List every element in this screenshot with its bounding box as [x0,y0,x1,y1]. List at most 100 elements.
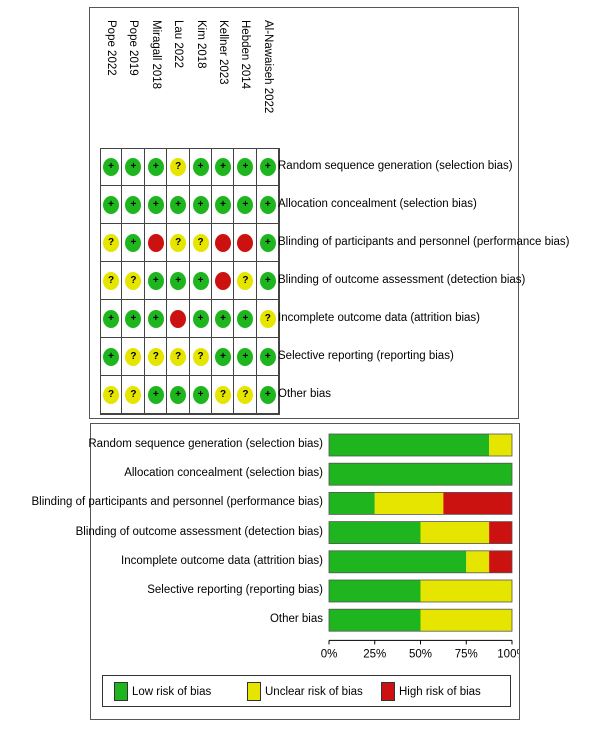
judgement-low-icon: + [125,158,142,176]
risk-of-bias-graph-panel: Random sequence generation (selection bi… [32,423,520,720]
grid-cell: + [256,262,280,300]
grid-cell: ? [167,338,190,376]
grid-cell: + [167,376,190,414]
judgement-high-icon [215,234,231,252]
study-header: Hebden 2014 [239,20,252,90]
grid-cell: + [144,186,168,224]
bar-segment-low [329,609,421,632]
legend-label-unclear: Unclear risk of bias [265,685,363,698]
bar-category-label: Incomplete outcome data (attrition bias) [121,554,323,567]
bar-segment-low [329,550,467,573]
judgement-unclear-icon: ? [170,348,187,366]
grid-cell: ? [234,376,257,414]
grid-cell [167,300,190,338]
grid-cell: + [212,300,235,338]
judgement-low-icon: + [237,158,254,176]
bar-category-label: Blinding of outcome assessment (detectio… [75,525,323,538]
judgement-unclear-icon: ? [103,386,119,404]
judgement-low-icon: + [192,310,209,328]
judgement-unclear-icon: ? [125,386,142,404]
judgement-low-icon: + [170,386,187,404]
x-tick-label: 100% [497,648,519,660]
grid-cell: ? [256,300,280,338]
judgement-low-icon: + [192,158,209,176]
judgement-unclear-icon: ? [237,272,254,290]
judgement-low-icon: + [125,196,142,214]
grid-cell: ? [144,338,168,376]
judgement-low-icon: + [147,196,164,214]
grid-cell: + [256,224,280,262]
grid-cell: + [144,300,168,338]
judgement-unclear-icon: ? [170,158,187,176]
grid-cell: ? [100,262,123,300]
judgement-unclear-icon: ? [259,310,276,328]
judgement-unclear-icon: ? [103,272,119,290]
grid-cell: + [256,376,280,414]
judgement-low-icon: + [237,196,254,214]
study-header: Kim 2018 [194,20,207,69]
grid-cell: ? [234,262,257,300]
judgement-low-icon: + [237,310,254,328]
bar-outline [328,521,513,544]
judgement-unclear-icon: ? [170,234,187,252]
grid-cell: + [189,300,212,338]
legend-swatch-high [381,682,395,701]
judgement-low-icon: + [215,310,231,328]
judgement-low-icon: + [170,196,187,214]
bar-segment-unclear [489,434,512,456]
grid-cell: + [212,148,235,186]
grid-cell: + [189,262,212,300]
grid-cell: + [144,262,168,300]
domain-label: Selective reporting (reporting bias) [278,350,454,362]
grid-cell [144,224,168,262]
grid-cell: ? [167,224,190,262]
judgement-low-icon: + [237,348,254,366]
grid-cell: + [144,376,168,414]
judgement-low-icon: + [103,158,119,176]
judgement-unclear-icon: ? [192,234,209,252]
judgement-low-icon: + [215,158,231,176]
bar-segment-low [329,492,375,515]
judgement-low-icon: + [147,310,164,328]
bar-category-label: Blinding of participants and personnel (… [31,496,324,509]
x-tick-label: 75% [455,648,478,660]
bar-category-label: Selective reporting (reporting bias) [147,584,323,596]
bar-outline [328,462,513,486]
bar-category-label: Other bias [269,613,323,626]
domain-label: Other bias [278,388,332,400]
grid-cell: + [100,300,123,338]
bar-segment-unclear [466,550,490,573]
judgement-unclear-icon: ? [125,348,142,366]
judgement-low-icon: + [103,310,119,328]
domain-label: Blinding of participants and personnel (… [278,236,570,248]
judgement-unclear-icon: ? [192,348,209,366]
study-header: Miragall 2018 [149,20,162,90]
grid-cell: + [256,186,280,224]
judgement-high-icon [147,234,164,252]
grid-cell: + [100,148,123,186]
grid-cell: + [256,338,280,376]
grid-cell: ? [122,338,145,376]
study-header: Kellner 2023 [217,20,229,85]
x-tick-label: 25% [363,648,386,660]
judgement-high-icon [237,234,254,252]
grid-cell [212,262,235,300]
judgement-low-icon: + [125,234,142,252]
judgement-low-icon: + [192,196,209,214]
grid-cell: ? [100,224,123,262]
judgement-low-icon: + [103,348,119,366]
grid-cell: ? [189,224,212,262]
bar-segment-low [329,580,421,602]
grid-cell: + [144,148,168,186]
x-tick-label: 50% [409,648,432,660]
grid-cell: + [122,148,145,186]
legend-item-low: Low risk of bias [114,682,211,701]
study-header: Pope 2019 [127,20,140,76]
grid-cell: ? [100,376,123,414]
judgement-low-icon: + [192,272,209,290]
grid-cell: + [234,300,257,338]
legend-item-high: High risk of bias [381,682,481,701]
judgement-low-icon: + [125,310,142,328]
legend-label-high: High risk of bias [399,685,481,698]
bar-outline [328,550,513,574]
